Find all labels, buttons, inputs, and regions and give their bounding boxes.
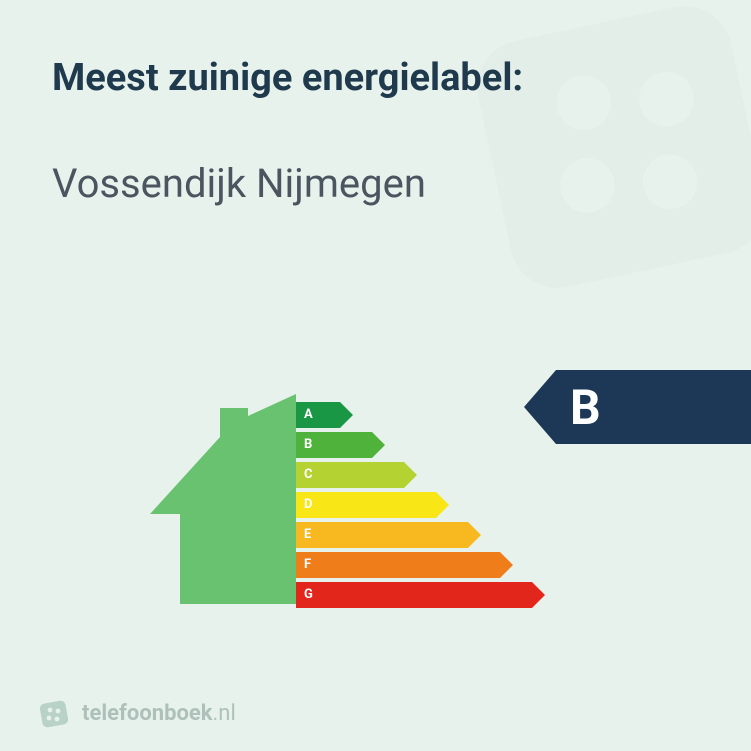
footer-brand: telefoonboek.nl (82, 701, 236, 726)
house-icon (150, 394, 296, 604)
footer: telefoonboek.nl (38, 697, 236, 729)
energy-bar-body (296, 522, 468, 548)
footer-logo-icon (38, 697, 70, 729)
energy-bar-label: G (304, 582, 313, 608)
card-subtitle: Vossendijk Nijmegen (52, 160, 699, 207)
energy-bar-tip (372, 432, 385, 458)
energy-bar-label: C (304, 462, 313, 488)
card-title: Meest zuinige energielabel: (52, 56, 699, 102)
energy-bar-tip (340, 402, 353, 428)
energy-bar-label: F (304, 552, 311, 578)
footer-brand-rest: .nl (213, 701, 236, 726)
energy-bar-label: B (304, 432, 312, 458)
energy-bar-tip (468, 522, 481, 548)
energy-bar-tip (500, 552, 513, 578)
energy-bar-tip (404, 462, 417, 488)
energy-bar-label: A (304, 402, 313, 428)
energy-bar-tip (436, 492, 449, 518)
energy-bar-tip (532, 582, 545, 608)
result-badge: B (524, 370, 751, 444)
energy-bar-label: E (304, 522, 311, 548)
energy-bar-body (296, 402, 340, 428)
energy-bar-body (296, 492, 436, 518)
result-badge-label: B (556, 370, 751, 444)
energy-bar-label: D (304, 492, 312, 518)
energy-bar-body (296, 582, 532, 608)
footer-brand-bold: telefoonboek (82, 701, 213, 726)
energy-bar-body (296, 552, 500, 578)
result-badge-arrow (524, 370, 556, 444)
